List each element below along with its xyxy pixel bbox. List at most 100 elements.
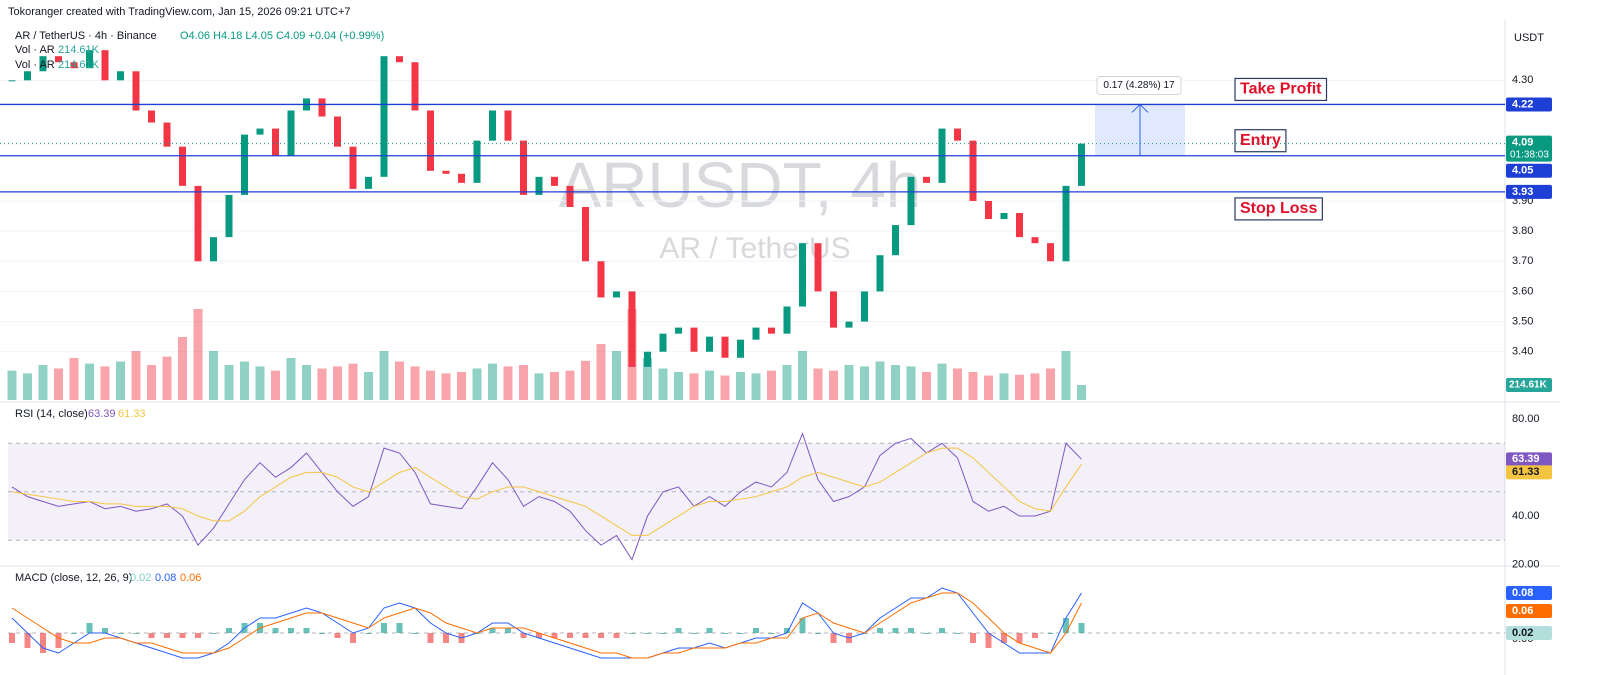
volume-bar <box>116 361 125 400</box>
volume-bar <box>100 366 110 400</box>
candle <box>737 339 744 358</box>
macd-hist-legend: 0.02 <box>130 572 151 584</box>
candle <box>1062 185 1070 262</box>
level-price-label: 3.93 <box>1512 186 1533 198</box>
signal-value-label: 0.06 <box>1512 605 1533 617</box>
volume-bar <box>906 366 916 400</box>
volume-bar <box>891 365 900 400</box>
volume-bar <box>54 368 63 400</box>
volume-bar <box>565 370 575 400</box>
volume-bar <box>503 366 513 400</box>
histogram-bar <box>691 633 697 634</box>
volume-bar <box>813 368 823 400</box>
candle <box>1078 143 1085 186</box>
watermark-name: AR / TetherUS <box>659 232 850 265</box>
volume-bar <box>1061 351 1071 400</box>
candle <box>256 128 264 135</box>
candle <box>132 71 140 111</box>
volume-bar <box>999 373 1009 400</box>
candle <box>1047 243 1054 262</box>
candle <box>876 255 884 292</box>
candle <box>24 71 31 81</box>
volume-bar <box>519 365 528 400</box>
volume-bar <box>534 373 544 400</box>
histogram-bar <box>784 628 790 633</box>
candle <box>659 333 667 352</box>
candle <box>969 140 977 201</box>
candle <box>318 98 326 117</box>
histogram-bar <box>768 633 775 634</box>
histogram-bar <box>334 633 341 638</box>
histogram-bar <box>179 633 186 638</box>
histogram-bar <box>24 633 31 648</box>
candle <box>504 110 512 141</box>
rsi-line <box>11 447 1082 536</box>
histogram-bar <box>660 633 666 634</box>
candle <box>814 243 822 292</box>
histogram-bar <box>629 633 635 634</box>
volume-bar <box>395 361 404 400</box>
histogram-bar <box>551 633 558 638</box>
legend-ohlc: O4.06 H4.18 L4.05 C4.09 +0.04 (+0.99%) <box>180 30 384 42</box>
candle <box>985 200 992 220</box>
candle <box>458 173 465 183</box>
volume-bar <box>782 365 792 400</box>
volume-bar <box>69 358 79 400</box>
histogram-bar <box>737 633 744 634</box>
volume-bar <box>829 370 838 400</box>
y-tick-label: 3.70 <box>1512 255 1533 267</box>
histogram-bar <box>1001 633 1007 643</box>
histogram-bar <box>954 633 961 634</box>
candle <box>675 327 682 334</box>
candle <box>8 80 16 82</box>
volume-bar <box>426 370 435 400</box>
level-annotation: Stop Loss <box>1240 200 1317 217</box>
volume-bar <box>922 372 931 400</box>
volume-bar <box>193 309 203 400</box>
histogram-bar <box>303 628 310 633</box>
volume-bar <box>612 351 621 400</box>
position-label: 0.17 (4.28%) 17 <box>1103 80 1175 91</box>
level-annotation-box <box>1234 197 1323 221</box>
credit: Tokoranger created with TradingView.com,… <box>8 6 351 18</box>
volume-bar <box>255 366 265 400</box>
volume-bar <box>286 358 296 400</box>
candle <box>1016 213 1023 238</box>
candle <box>768 327 775 334</box>
volume-bar <box>1077 384 1086 400</box>
candle <box>272 128 279 156</box>
candle <box>582 206 589 262</box>
histogram-bar <box>210 633 217 634</box>
level-price-label-box <box>1506 163 1552 178</box>
volume-bar <box>333 366 342 400</box>
volume-bar <box>85 363 94 400</box>
rsi-title: RSI (14, close) <box>15 408 88 420</box>
candle <box>179 146 186 186</box>
volume-label: 214.61K <box>1509 380 1548 391</box>
candle <box>39 56 47 72</box>
last-price-box <box>1506 135 1552 162</box>
histogram-bar <box>1032 633 1038 638</box>
currency: USDT <box>1514 32 1544 44</box>
rsi-ma-legend-value: 61.33 <box>118 408 146 420</box>
candle <box>489 110 496 141</box>
candle <box>551 176 558 186</box>
candle <box>520 140 527 195</box>
candle <box>117 71 124 81</box>
level-price-label: 4.22 <box>1512 98 1533 110</box>
level-price-label-box <box>1506 97 1552 112</box>
level-price-label: 4.05 <box>1512 165 1533 177</box>
candle <box>101 50 109 81</box>
y-tick-label: 3.40 <box>1512 346 1533 358</box>
histogram-bar <box>319 633 325 634</box>
rsi-legend-value: 63.39 <box>88 408 116 420</box>
candle <box>210 237 217 262</box>
volume-bar <box>643 358 652 400</box>
volume-bar <box>488 363 497 400</box>
candle <box>752 327 760 340</box>
histogram-bar <box>830 633 837 643</box>
volume-bar <box>984 375 993 400</box>
volume-bar <box>767 370 776 400</box>
volume-bar <box>798 351 807 400</box>
